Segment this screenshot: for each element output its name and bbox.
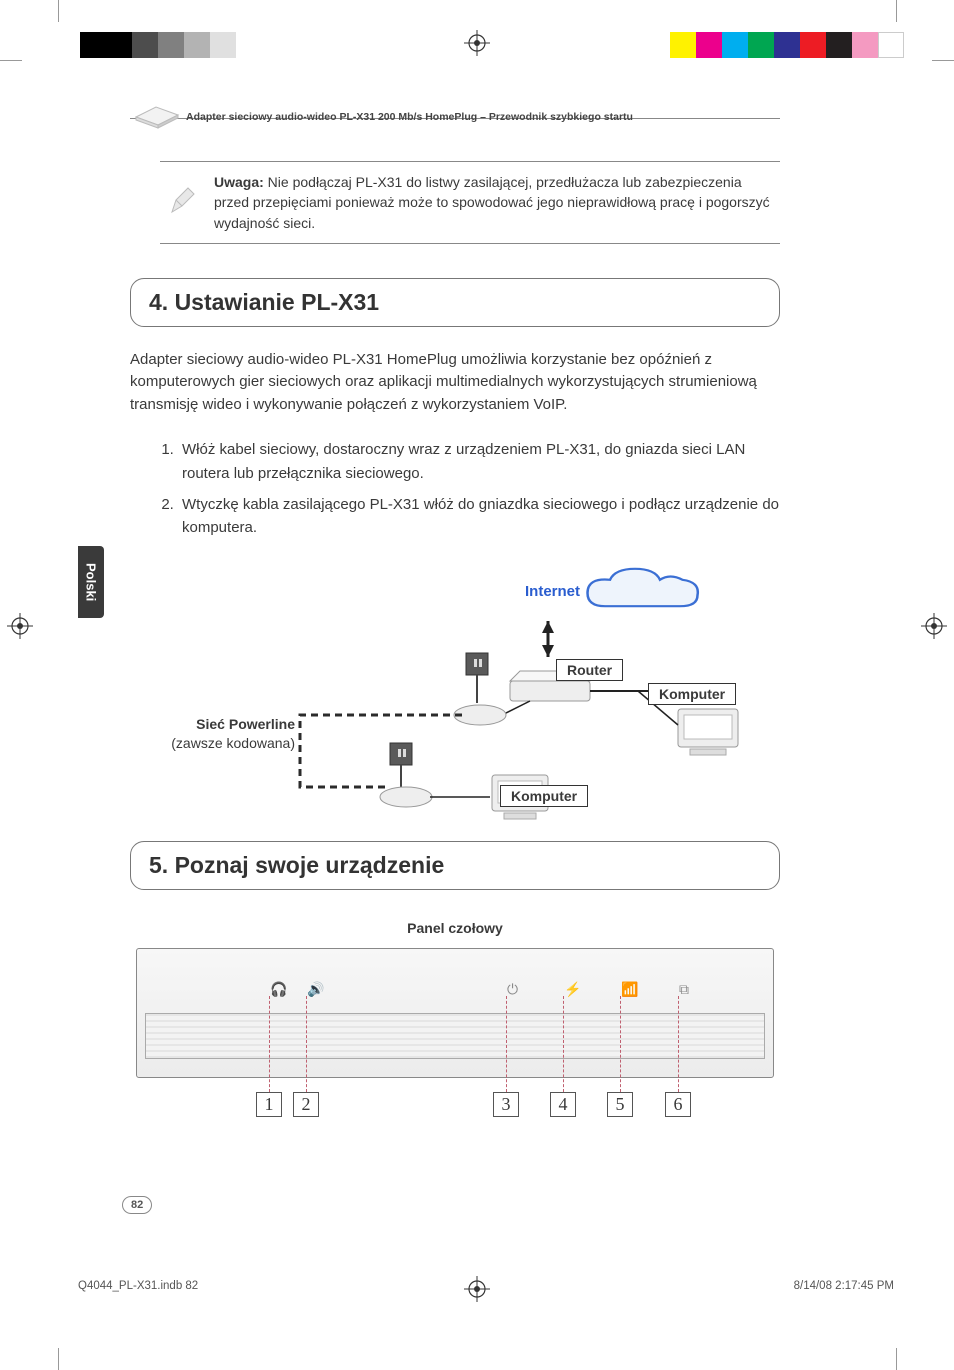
panel-indicator-icon: ⏻ xyxy=(507,981,518,998)
panel-indicator-icon: 📶 xyxy=(621,981,638,998)
pencil-icon xyxy=(168,186,198,221)
step-item: Wtyczkę kabla zasilającego PL-X31 włóż d… xyxy=(178,493,780,540)
komputer-label: Komputer xyxy=(648,683,736,705)
footer-timestamp: 8/14/08 2:17:45 PM xyxy=(794,1280,894,1292)
document-header: Adapter sieciowy audio-wideo PL-X31 200 … xyxy=(130,118,780,131)
language-tab: Polski xyxy=(78,546,104,618)
note-text: Nie podłączaj PL-X31 do listwy zasilając… xyxy=(214,174,770,231)
callout-number: 1 xyxy=(256,1092,282,1117)
panel-indicator-icon: ⚡ xyxy=(564,981,581,998)
header-text: Adapter sieciowy audio-wideo PL-X31 200 … xyxy=(186,111,780,123)
front-panel-figure: 🎧 🔊 ⏻ ⚡ 📶 ⧉ 12 3 4 5 6 xyxy=(130,948,780,1138)
panel-indicator-icon: ⧉ xyxy=(679,981,689,998)
section-4-body: Adapter sieciowy audio-wideo PL-X31 Home… xyxy=(130,349,780,417)
callout-number: 4 xyxy=(550,1092,576,1117)
page-number: 82 xyxy=(122,1196,152,1214)
komputer-label: Komputer xyxy=(500,785,588,807)
steps-list: Włóż kabel sieciowy, dostaroczny wraz z … xyxy=(178,438,780,539)
powerline-label: Sieć Powerline (zawsze kodowana) xyxy=(140,715,295,751)
section-5-title: 5. Poznaj swoje urządzenie xyxy=(130,841,780,890)
panel-indicator-icon: 🔊 xyxy=(307,981,324,998)
panel-indicator-icon: 🎧 xyxy=(270,981,287,998)
print-footer: Q4044_PL-X31.indb 82 8/14/08 2:17:45 PM xyxy=(78,1280,894,1292)
panel-title: Panel czołowy xyxy=(130,920,780,936)
registration-mark-icon xyxy=(464,30,490,56)
print-registration-bar xyxy=(0,30,954,60)
callout-number: 6 xyxy=(665,1092,691,1117)
router-label: Router xyxy=(556,659,623,681)
adapter-icon xyxy=(130,101,184,134)
internet-label: Internet xyxy=(525,583,580,600)
note-label: Uwaga: xyxy=(214,174,264,190)
footer-file: Q4044_PL-X31.indb 82 xyxy=(78,1280,198,1292)
page-content: Adapter sieciowy audio-wideo PL-X31 200 … xyxy=(130,90,780,1138)
registration-mark-icon xyxy=(921,613,947,639)
callout-number: 2 xyxy=(293,1092,319,1117)
note-box: Uwaga: Nie podłączaj PL-X31 do listwy za… xyxy=(160,161,780,244)
callout-number: 5 xyxy=(607,1092,633,1117)
step-item: Włóż kabel sieciowy, dostaroczny wraz z … xyxy=(178,438,780,485)
registration-mark-icon xyxy=(7,613,33,639)
network-diagram: Internet Router Komputer Komputer Sieć P… xyxy=(130,565,780,825)
section-4-title: 4. Ustawianie PL-X31 xyxy=(130,278,780,327)
callout-number: 3 xyxy=(493,1092,519,1117)
